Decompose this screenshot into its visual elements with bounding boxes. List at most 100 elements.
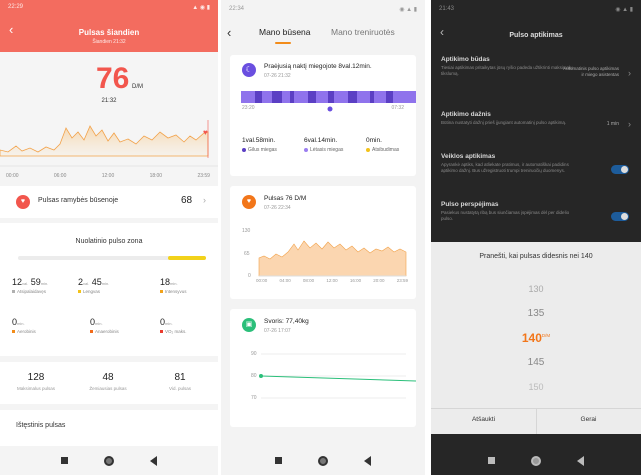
activity-detection-row[interactable]: Veiklos aptikimas Apyrankė aptiks, kad a…: [431, 153, 641, 195]
heart-marker-icon: ♥: [203, 128, 208, 137]
zone-label: Lengvas: [78, 289, 109, 294]
pulse-x-label: 20:00: [373, 278, 385, 283]
cancel-button[interactable]: Atšaukti: [471, 416, 496, 423]
detection-frequency-row[interactable]: Aptikimo dažnis Būtina nustatyti dažnį p…: [431, 111, 641, 145]
back-icon[interactable]: [150, 455, 157, 466]
last-section-row[interactable]: Ištęstinis pulsas: [0, 410, 218, 446]
status-icons: ◉ ▲ ▮: [615, 7, 633, 13]
stat-label: Vid. pulsas: [169, 386, 191, 391]
navigation-bar: [221, 446, 425, 475]
chart-x-label: 00:00: [6, 173, 19, 179]
sleep-card[interactable]: ☾ Praėjusią naktį miegojote 8val.12min. …: [230, 55, 416, 176]
resting-label: Pulsas ramybės būsenoje: [38, 197, 119, 204]
stat-item: 48 Žemiausias pulsas: [72, 372, 144, 391]
chevron-right-icon: ›: [628, 119, 631, 129]
status-icons: ◉ ▲ ▮: [399, 7, 417, 13]
heart-icon: ♥: [242, 195, 256, 209]
zone-label: Anaerobinis: [90, 329, 119, 334]
weight-card[interactable]: ▣ Svoris: 77,40kg 07-26 17:07 90 80 70: [230, 309, 416, 427]
stat-value: 48: [102, 372, 114, 383]
stat-value: 128: [27, 372, 45, 383]
sleep-stat-label: Atsibudimas: [366, 147, 399, 153]
sleep-end-time: 07:32: [391, 105, 404, 111]
selected-unit: D/M: [541, 333, 551, 338]
heart-rate-alert-row[interactable]: Pulso perspėjimas Pasiekus nustatytą rib…: [431, 201, 641, 237]
zone-duration: 12val. 59min.: [12, 277, 49, 287]
zone-item: 2val. 45min. Lengvas: [78, 277, 109, 294]
tab-my-workouts[interactable]: Mano treniruotės: [331, 27, 395, 37]
heart-rate-header-chart: [0, 120, 218, 167]
zone-duration: 2val. 45min.: [78, 277, 110, 287]
dialog-button-separator: [536, 408, 537, 434]
back-arrow-icon[interactable]: ‹: [9, 22, 14, 37]
zone-bar-fill: [168, 256, 206, 260]
ok-button[interactable]: Gerai: [580, 416, 597, 423]
stat-label: Maksimalus pulsas: [16, 386, 55, 391]
navigation-bar: [431, 446, 641, 475]
row-value: 1 min: [606, 121, 619, 127]
tab-my-status[interactable]: Mano būsena: [259, 27, 311, 37]
sleep-stat-label: Lėtasis miegas: [304, 147, 343, 153]
picker-option[interactable]: 150: [528, 382, 544, 392]
zone-duration: 0min.: [160, 317, 173, 327]
heart-rate-titlebar: 22:29 ▲ ◉ ▮ ‹ Pulsas šiandien Šiandien 21…: [0, 0, 218, 52]
zone-label: Aerobinis: [12, 329, 36, 334]
recent-apps-icon[interactable]: [275, 457, 282, 464]
recent-apps-icon[interactable]: [61, 457, 68, 464]
chart-x-label: 23:59: [197, 173, 210, 179]
stat-item: 128 Maksimalus pulsas: [0, 372, 72, 391]
back-icon[interactable]: [577, 455, 584, 466]
zone-title: Nuolatinio pulso zona: [75, 238, 143, 245]
dialog-title: Pranešti, kai pulsas didesnis nei 140: [479, 253, 593, 260]
detection-method-row[interactable]: Aptikimo būdas Tiesiai aptikimas pritaik…: [431, 56, 641, 98]
moon-icon: ☾: [242, 63, 256, 77]
stats-card: 128 Maksimalus pulsas 48 Žemiausias pulsas 8…: [0, 362, 218, 404]
heart-icon: ♥: [16, 195, 30, 209]
chart-x-label: 18:00: [149, 173, 163, 179]
zone-label: Intensyvus: [160, 289, 187, 294]
status-time: 21:43: [439, 6, 455, 12]
pulse-card[interactable]: ♥ Pulsas 76 D/M 07-26 22:34 130 65 0 00:…: [230, 186, 416, 299]
activity-detection-toggle[interactable]: [611, 165, 629, 174]
picker-option[interactable]: 130: [528, 284, 544, 294]
pulse-date: 07-26 22:34: [264, 205, 291, 211]
status-time: 22:29: [8, 4, 24, 10]
home-icon[interactable]: [531, 455, 541, 466]
heart-rate-header: 22:29 ▲ ◉ ▮ ‹ Pulsas šiandien Šiandien 21…: [0, 0, 218, 180]
sleep-title: Praėjusią naktį miegojote 8val.12min.: [264, 63, 372, 70]
stat-value: 81: [174, 372, 186, 383]
zone-item: 0min. Anaerobinis: [90, 317, 119, 334]
zone-item: 12val. 59min. Atsipalaidavęs: [12, 277, 48, 294]
chart-x-label: 12:00: [101, 173, 115, 179]
picker-option[interactable]: 145: [527, 357, 545, 368]
home-icon[interactable]: [318, 455, 328, 466]
sleep-stat: 6val.14min. Lėtasis miegas: [304, 137, 343, 153]
recent-apps-icon[interactable]: [488, 457, 495, 464]
picker-option-selected[interactable]: 140D/M: [431, 331, 641, 345]
zone-item: 0min. VO₂ maks.: [160, 317, 187, 334]
picker-option[interactable]: 135: [527, 308, 545, 319]
sleep-stat: 1val.58min. Gilus miegas: [242, 137, 277, 153]
section-label: Ištęstinis pulsas: [16, 422, 66, 429]
pulse-y-label: 130: [242, 228, 251, 234]
pulse-x-label: 23:59: [396, 278, 408, 283]
sleep-stat-value: 1val.58min.: [242, 137, 276, 144]
resting-heart-rate-row[interactable]: ♥ Pulsas ramybės būsenoje 68 ›: [0, 186, 218, 218]
pulse-chart: [258, 240, 407, 277]
zone-item: 18min. Intensyvus: [160, 277, 187, 294]
home-icon[interactable]: [104, 455, 114, 466]
zone-label: Atsipalaidavęs: [12, 289, 48, 294]
pulse-x-label: 08:00: [302, 278, 315, 283]
row-title: Aptikimo dažnis: [441, 111, 491, 118]
back-arrow-icon[interactable]: ‹: [440, 25, 444, 39]
tab-active-indicator: [275, 42, 291, 44]
threshold-picker-dialog: Pranešti, kai pulsas didesnis nei 140 13…: [431, 242, 641, 434]
pulse-x-label: 16:00: [349, 278, 362, 283]
stat-label: Žemiausias pulsas: [89, 386, 127, 391]
back-icon[interactable]: [364, 455, 371, 466]
page-subtitle: Šiandien 21:32: [92, 39, 126, 45]
row-title: Pulso perspėjimas: [441, 201, 499, 208]
current-bpm-unit: D/M: [132, 84, 143, 90]
back-arrow-icon[interactable]: ‹: [227, 25, 232, 40]
heart-rate-alert-toggle[interactable]: [611, 212, 629, 221]
